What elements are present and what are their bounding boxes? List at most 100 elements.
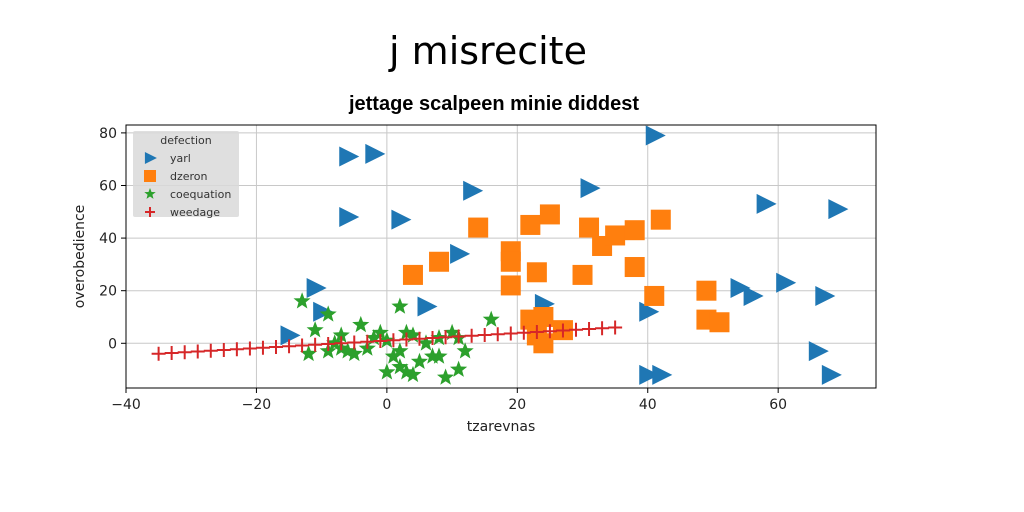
data-point-dzeron: [429, 251, 450, 272]
data-point-dzeron: [696, 280, 717, 301]
data-point-yarl: [730, 278, 751, 299]
x-tick-label: 0: [382, 397, 391, 413]
x-tick-label: 40: [639, 397, 657, 413]
legend-marker-coequation: [144, 188, 156, 199]
data-point-dzeron: [533, 306, 554, 327]
series-weedage: [151, 320, 623, 361]
data-point-dzeron: [539, 204, 560, 225]
data-point-yarl: [306, 278, 327, 299]
data-point-coequation: [339, 342, 357, 359]
data-point-dzeron: [624, 220, 645, 241]
data-point-dzeron: [572, 264, 593, 285]
data-point-yarl: [808, 341, 829, 362]
data-point-weedage: [555, 323, 570, 338]
data-point-dzeron: [605, 225, 626, 246]
legend-marker-weedage: [145, 207, 155, 217]
x-tick-label: 20: [508, 397, 526, 413]
data-point-coequation: [306, 321, 324, 338]
data-point-yarl: [463, 180, 484, 201]
data-point-weedage: [542, 324, 557, 339]
data-point-weedage: [529, 325, 544, 340]
data-point-coequation: [437, 368, 455, 385]
data-point-yarl: [639, 301, 660, 322]
y-tick-label: 40: [99, 231, 117, 247]
data-point-weedage: [269, 340, 283, 355]
data-point-coequation: [430, 347, 448, 364]
data-point-dzeron: [468, 217, 489, 238]
legend-box: [133, 131, 239, 217]
data-point-coequation: [397, 363, 415, 380]
legend: defection yarl dzeron coequation weedage: [133, 131, 239, 219]
data-point-yarl: [639, 364, 660, 385]
data-point-coequation: [404, 365, 422, 383]
data-point-weedage: [477, 328, 492, 343]
data-point-weedage: [216, 343, 231, 358]
data-point-weedage: [490, 327, 505, 342]
legend-title: defection: [160, 134, 212, 147]
data-point-yarl: [743, 285, 764, 306]
chart-title: jettage scalpeen minie diddest: [348, 93, 639, 115]
legend-label-dzeron: dzeron: [170, 170, 208, 183]
x-tick-label: 60: [769, 397, 787, 413]
data-point-coequation: [293, 292, 311, 309]
data-point-coequation: [404, 326, 422, 343]
data-point-coequation: [319, 305, 337, 322]
legend-label-weedage: weedage: [170, 206, 220, 219]
data-point-coequation: [345, 344, 363, 362]
data-point-weedage: [282, 339, 297, 354]
data-point-coequation: [410, 352, 428, 369]
data-point-weedage: [190, 344, 205, 359]
data-point-weedage: [569, 322, 583, 337]
data-point-coequation: [378, 363, 396, 380]
data-point-weedage: [177, 345, 192, 360]
data-point-weedage: [386, 333, 401, 348]
data-point-dzeron: [709, 312, 730, 333]
data-point-yarl: [756, 193, 777, 214]
data-point-yarl: [645, 125, 666, 146]
data-point-weedage: [164, 346, 179, 361]
data-point-coequation: [417, 334, 435, 351]
y-tick-label: 0: [108, 336, 117, 352]
data-point-weedage: [295, 338, 310, 353]
data-point-dzeron: [500, 275, 521, 296]
data-point-weedage: [203, 343, 218, 358]
data-point-coequation: [482, 310, 500, 327]
chart-suptitle: j misrecite: [388, 29, 587, 73]
data-point-yarl: [339, 207, 360, 228]
legend-marker-dzeron: [144, 170, 156, 182]
data-point-weedage: [229, 342, 244, 357]
data-point-coequation: [450, 360, 468, 377]
data-point-weedage: [399, 332, 414, 347]
data-point-coequation: [300, 344, 318, 362]
data-point-coequation: [391, 297, 409, 314]
data-point-weedage: [464, 328, 479, 343]
x-axis-label: tzarevnas: [467, 419, 536, 435]
data-point-yarl: [450, 243, 471, 264]
y-tick-label: 80: [99, 126, 117, 142]
data-point-yarl: [828, 199, 849, 220]
data-point-yarl: [821, 364, 842, 385]
data-point-weedage: [595, 321, 610, 336]
data-point-yarl: [280, 325, 301, 346]
data-point-coequation: [397, 323, 415, 341]
data-point-coequation: [384, 347, 402, 364]
data-point-coequation: [371, 323, 389, 341]
data-point-weedage: [373, 334, 388, 349]
data-point-weedage: [412, 331, 427, 346]
data-point-weedage: [516, 325, 531, 340]
data-point-yarl: [417, 296, 438, 317]
data-point-yarl: [365, 143, 386, 164]
legend-label-yarl: yarl: [170, 152, 191, 165]
data-point-coequation: [424, 347, 442, 364]
plot-frame: [125, 124, 877, 389]
data-point-weedage: [308, 337, 323, 352]
axis-ticks: −40 −20 0 20 40 60 0 20 40 60 80: [99, 126, 787, 413]
legend-label-coequation: coequation: [170, 188, 231, 201]
data-point-dzeron: [533, 333, 554, 354]
data-point-weedage: [151, 346, 166, 361]
data-point-weedage: [425, 331, 440, 346]
data-point-weedage: [334, 336, 349, 351]
data-point-dzeron: [624, 257, 645, 278]
series-coequation: [293, 292, 500, 385]
data-point-coequation: [443, 323, 461, 341]
